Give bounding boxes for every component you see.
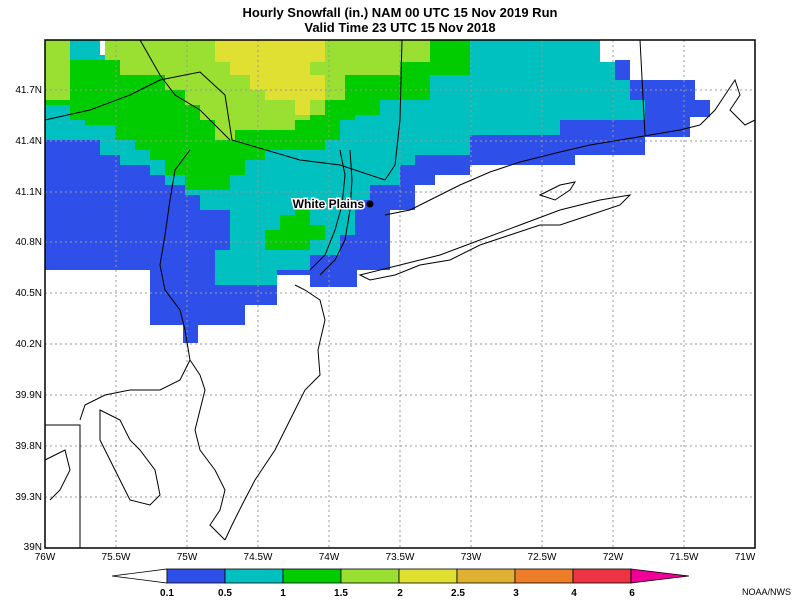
colorbar-label: 0.1 [160, 588, 174, 599]
snowfall-grid [45, 40, 710, 343]
lon-label: 75W [176, 552, 198, 563]
lat-label: 39.9N [15, 390, 42, 401]
colorbar-label: 1 [280, 588, 286, 599]
lat-label: 40.8N [15, 237, 42, 248]
colorbar-label: 2 [397, 588, 403, 599]
lon-label: 74.5W [243, 552, 273, 563]
city-label: White Plains [293, 197, 365, 211]
lon-label: 72.5W [527, 552, 557, 563]
snowfall-cell-2 [215, 40, 325, 115]
map-subtitle: Valid Time 23 UTC 15 Nov 2018 [304, 20, 496, 35]
coastline [44, 39, 756, 548]
lon-label: 71W [734, 552, 756, 563]
lat-label: 39N [23, 542, 42, 553]
colorbar-label: 6 [629, 588, 635, 599]
lon-label: 76W [34, 552, 56, 563]
lon-label: 73.5W [385, 552, 415, 563]
lat-label: 41.4N [15, 136, 42, 147]
colorbar-label: 4 [571, 588, 577, 599]
lon-label: 71.5W [669, 552, 699, 563]
lat-label: 40.2N [15, 339, 42, 350]
graticule [45, 40, 755, 548]
map-frame [44, 39, 756, 549]
colorbar-label: 1.5 [334, 588, 348, 599]
lat-label: 41.7N [15, 85, 42, 96]
snowfall-cell-1.5 [45, 40, 430, 140]
colorbar-label: 0.5 [218, 588, 232, 599]
snowfall-cell-1 [265, 210, 325, 250]
lat-label: 40.5N [15, 288, 42, 299]
city-marker [366, 200, 374, 208]
lon-label: 72W [602, 552, 624, 563]
colorbar-label: 2.5 [451, 588, 465, 599]
lon-label: 74W [318, 552, 340, 563]
lat-label: 39.8N [15, 441, 42, 452]
lat-label: 39.3N [15, 492, 42, 503]
lat-label: 41.1N [15, 187, 42, 198]
lon-label: 75.5W [101, 552, 131, 563]
colorbar-label: 3 [513, 588, 519, 599]
credit-label: NOAA/NWS [742, 587, 792, 597]
lon-label: 73W [460, 552, 482, 563]
map-title: Hourly Snowfall (in.) NAM 00 UTC 15 Nov … [242, 5, 558, 20]
